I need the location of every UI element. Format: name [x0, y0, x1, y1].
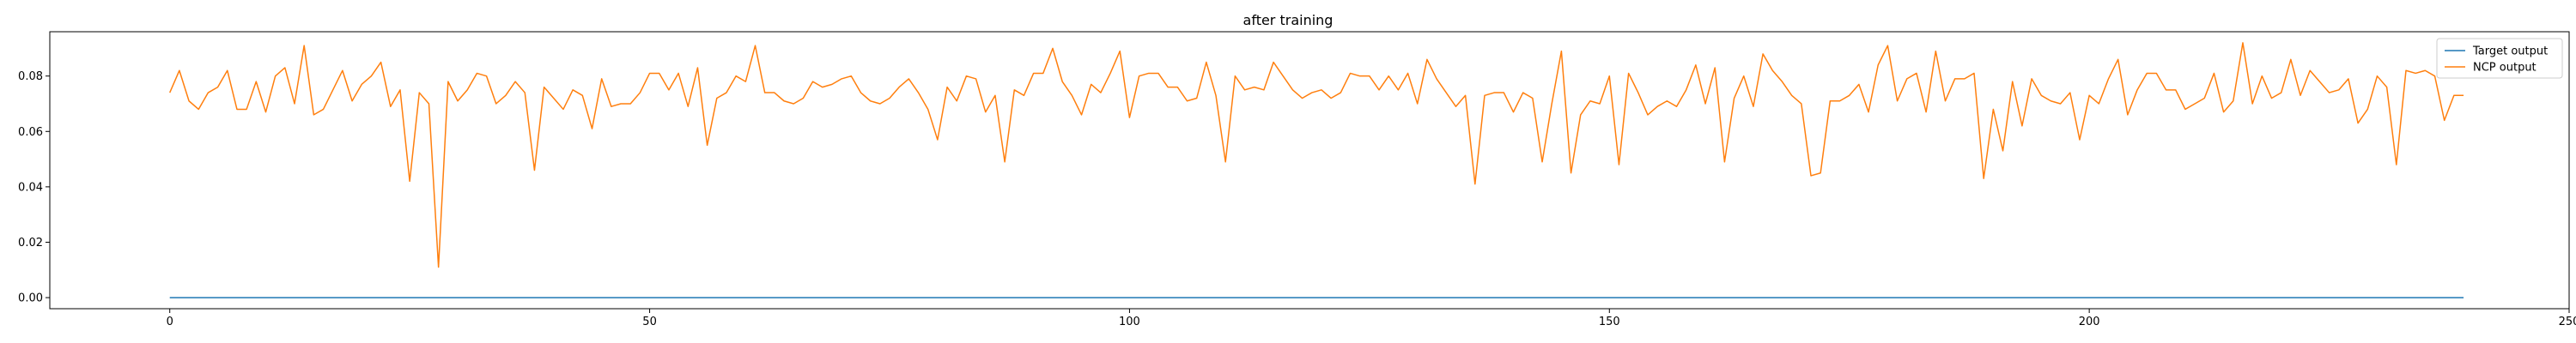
- legend-label-ncp-output: NCP output: [2473, 62, 2537, 75]
- series-line-ncp-output: [169, 42, 2464, 268]
- y-tick-label: 0.00: [18, 292, 43, 305]
- legend-box: [2436, 38, 2563, 79]
- y-tick-label: 0.02: [18, 237, 43, 250]
- axes: 0 50 100 150 200 250 0.00 0.02 0.04 0.06 0.08: [18, 31, 2576, 328]
- axes-frame: [49, 31, 2570, 310]
- plot-area: [169, 42, 2464, 298]
- chart-title: after training: [1243, 12, 1334, 28]
- legend-label-target-output: Target output: [2472, 45, 2548, 58]
- x-tick-label: 0: [167, 316, 173, 328]
- x-tick-label: 200: [2079, 316, 2100, 328]
- y-tick-label: 0.08: [18, 70, 43, 83]
- x-tick-label: 250: [2559, 316, 2576, 328]
- legend: Target output NCP output: [2436, 38, 2563, 79]
- x-tick-label: 150: [1599, 316, 1620, 328]
- x-tick-label: 100: [1119, 316, 1140, 328]
- y-tick-label: 0.04: [18, 181, 43, 194]
- y-tick-label: 0.06: [18, 126, 43, 139]
- x-tick-label: 50: [642, 316, 657, 328]
